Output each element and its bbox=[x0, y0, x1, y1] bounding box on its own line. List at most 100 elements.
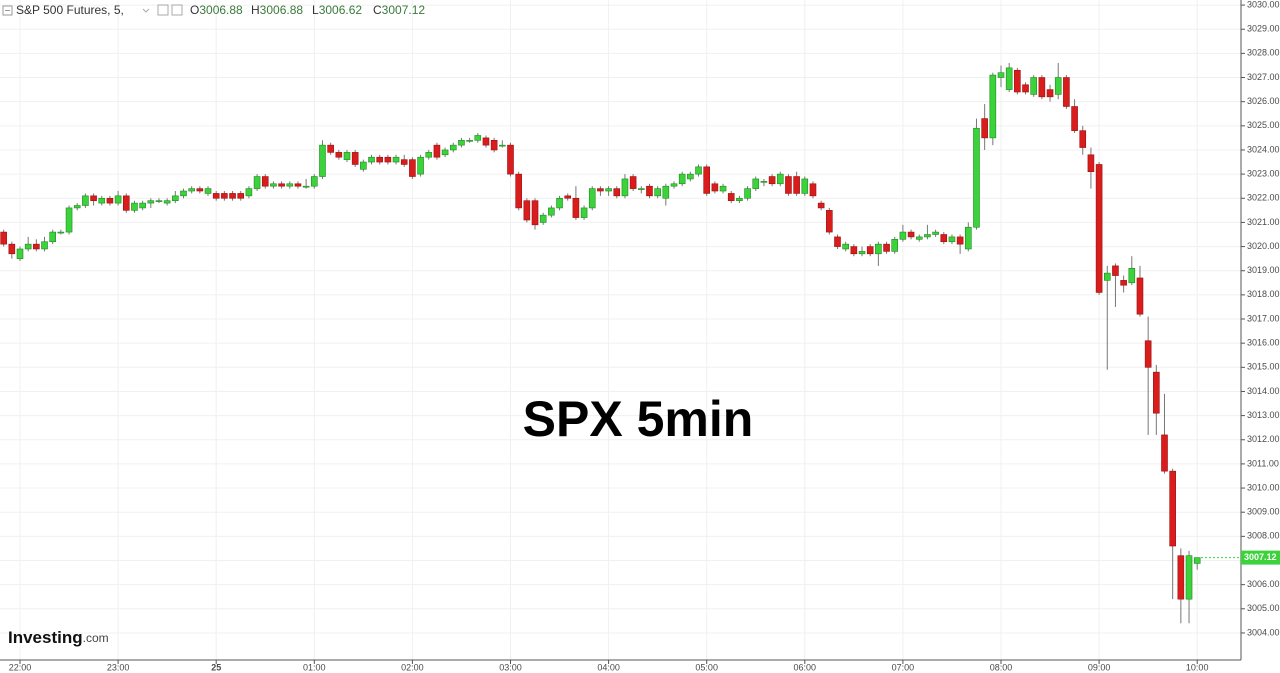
candle-body bbox=[899, 231, 907, 240]
symbol: S&P 500 Futures, 5, bbox=[16, 3, 124, 17]
candle-body bbox=[24, 243, 32, 250]
y-tick-label: 3012.00 bbox=[1247, 434, 1280, 444]
candle-body bbox=[523, 200, 531, 221]
candle-body bbox=[981, 118, 988, 139]
candle-body bbox=[409, 159, 416, 177]
x-tick-label: 07:00 bbox=[892, 662, 915, 672]
candle-body bbox=[948, 236, 956, 243]
x-tick-label: 08:00 bbox=[990, 662, 1013, 672]
candle-body bbox=[1144, 340, 1152, 368]
candle-body bbox=[106, 197, 114, 204]
candle-body bbox=[1177, 555, 1185, 600]
ohlc: O3006.88 H3006.88 L3006.62 C3007.12 bbox=[190, 3, 425, 17]
candle-body bbox=[654, 188, 661, 197]
candle-body bbox=[139, 202, 146, 209]
annotation: SPX 5min bbox=[523, 391, 754, 447]
candle-body bbox=[793, 176, 800, 194]
candle-body bbox=[768, 176, 776, 185]
candle-body bbox=[425, 152, 433, 158]
y-tick-label: 3030.00 bbox=[1247, 0, 1280, 9]
candle-body bbox=[188, 188, 195, 192]
candle-body bbox=[997, 72, 1005, 78]
candle-body bbox=[588, 188, 596, 209]
candle-body bbox=[842, 243, 849, 250]
candle-body bbox=[548, 207, 555, 216]
candle-body bbox=[1071, 106, 1078, 131]
candle-body bbox=[270, 183, 277, 187]
candle-body bbox=[703, 166, 711, 194]
grid bbox=[0, 0, 1241, 660]
ohlc-value: 3006.62 bbox=[319, 3, 363, 17]
y-tick-label: 3005.00 bbox=[1247, 603, 1280, 613]
settings-icon[interactable] bbox=[157, 4, 169, 16]
candle-body bbox=[360, 161, 367, 170]
y-tick-label: 3027.00 bbox=[1247, 72, 1280, 82]
candle-body bbox=[613, 188, 621, 197]
candle-body bbox=[327, 144, 334, 153]
candle-body bbox=[834, 236, 841, 247]
ohlc-item: O3006.88 bbox=[190, 3, 243, 17]
candle-body bbox=[1046, 89, 1054, 98]
candle-body bbox=[147, 200, 155, 204]
candle-body bbox=[866, 246, 874, 255]
ohlc-item: H3006.88 bbox=[251, 3, 303, 17]
candle-body bbox=[1038, 77, 1046, 98]
candle-body bbox=[678, 173, 686, 185]
candle-body bbox=[711, 183, 719, 192]
y-tick-label: 3024.00 bbox=[1247, 144, 1280, 154]
y-tick-label: 3013.00 bbox=[1247, 410, 1280, 420]
candle-body bbox=[98, 197, 106, 204]
candle-body bbox=[310, 176, 318, 187]
candle-body bbox=[1193, 557, 1201, 564]
candle-body bbox=[727, 193, 735, 201]
candle-body bbox=[368, 156, 375, 163]
candle-body bbox=[989, 74, 997, 139]
candle-body bbox=[891, 239, 899, 252]
candle-body bbox=[351, 152, 359, 165]
candle-body bbox=[253, 176, 261, 189]
candle-body bbox=[1136, 277, 1144, 315]
candle-body bbox=[924, 234, 931, 238]
candle-body bbox=[670, 183, 678, 187]
candle-body bbox=[605, 188, 612, 192]
candle-body bbox=[785, 176, 792, 194]
candle-body bbox=[335, 152, 343, 158]
ohlc-item: L3006.62 bbox=[312, 3, 362, 17]
candle-body bbox=[155, 200, 163, 202]
ohlc-label: H bbox=[251, 3, 260, 17]
candle-body bbox=[1169, 470, 1176, 547]
candle-body bbox=[384, 156, 392, 163]
candle-body bbox=[294, 183, 302, 187]
candle-body bbox=[278, 183, 285, 187]
candle-body bbox=[883, 243, 890, 252]
candle-body bbox=[65, 207, 73, 233]
dropdown-icon[interactable] bbox=[142, 8, 150, 13]
candle-body bbox=[49, 231, 57, 243]
y-tick-label: 3022.00 bbox=[1247, 193, 1280, 203]
collapse-icon[interactable] bbox=[2, 5, 13, 16]
candle-body bbox=[229, 193, 236, 199]
y-tick-label: 3021.00 bbox=[1247, 217, 1280, 227]
candle-body bbox=[180, 190, 187, 197]
candle-body bbox=[237, 193, 245, 199]
candle-body bbox=[1087, 154, 1095, 173]
candle-body bbox=[662, 185, 670, 199]
candle-body bbox=[433, 144, 441, 158]
candle-body bbox=[41, 241, 48, 250]
x-tick-label: 22:00 bbox=[9, 662, 32, 672]
candle-body bbox=[1079, 130, 1087, 148]
candle-body bbox=[196, 188, 204, 192]
candles bbox=[0, 63, 1201, 624]
candle-body bbox=[817, 202, 825, 209]
candle-body bbox=[57, 231, 65, 234]
candle-body bbox=[319, 144, 326, 177]
y-tick-label: 3014.00 bbox=[1247, 386, 1280, 396]
candle-body bbox=[736, 197, 743, 201]
candle-body bbox=[400, 159, 408, 165]
candle-body bbox=[752, 178, 760, 189]
candle-body bbox=[490, 140, 498, 151]
candle-body bbox=[776, 173, 784, 185]
candle-body bbox=[0, 231, 7, 245]
close-icon[interactable] bbox=[171, 4, 183, 16]
